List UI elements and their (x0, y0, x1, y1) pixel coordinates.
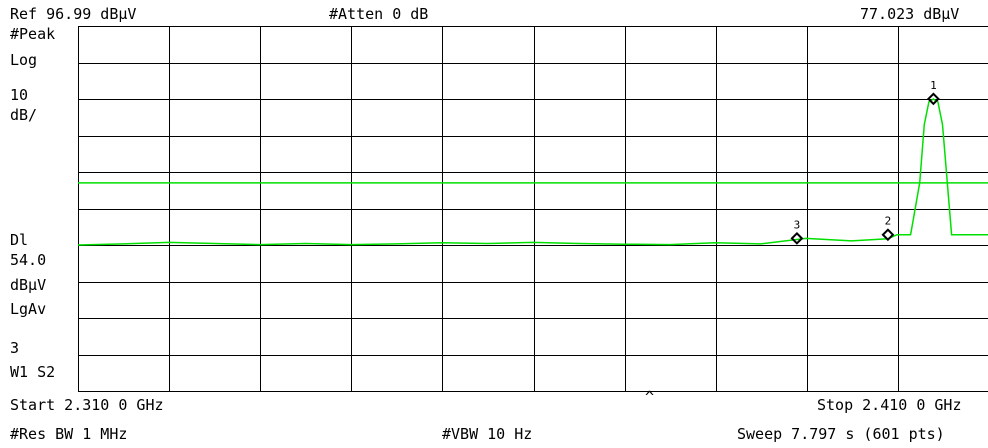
marker-3-diamond (790, 231, 804, 245)
marker-readout: 77.023 dBµV (860, 5, 960, 23)
marker-3-label: 3 (794, 218, 801, 231)
display-line-value: 54.0 (10, 251, 47, 269)
average-count-label: 3 (10, 339, 20, 357)
attenuation-label: #Atten 0 dB (329, 5, 429, 23)
sweep-time: Sweep 7.797 s (601 pts) (737, 425, 945, 443)
display-line-unit: dBµV (10, 276, 47, 294)
marker-1-diamond (926, 92, 940, 106)
marker-1-label: 1 (930, 79, 937, 92)
start-frequency: Start 2.310 0 GHz (10, 396, 164, 414)
video-bandwidth: #VBW 10 Hz (442, 425, 533, 443)
trace-window-label: W1 S2 (10, 363, 56, 381)
detector-label: #Peak (10, 25, 56, 43)
caret-indicator: ^ (645, 388, 655, 406)
marker-2-diamond (881, 228, 895, 242)
markers: 1 2 3 (790, 79, 940, 245)
display-line-label: Dl (10, 231, 29, 249)
resolution-bandwidth: #Res BW 1 MHz (10, 425, 128, 443)
scale-type-label: Log (10, 51, 38, 69)
ref-level-label: Ref 96.99 dBµV (10, 5, 137, 23)
scale-value-label: 10 (10, 86, 29, 104)
average-mode-label: LgAv (10, 300, 47, 318)
scale-unit-label: dB/ (10, 106, 38, 124)
stop-frequency: Stop 2.410 0 GHz (817, 396, 962, 414)
graticule (78, 26, 988, 392)
marker-2-label: 2 (885, 215, 892, 228)
